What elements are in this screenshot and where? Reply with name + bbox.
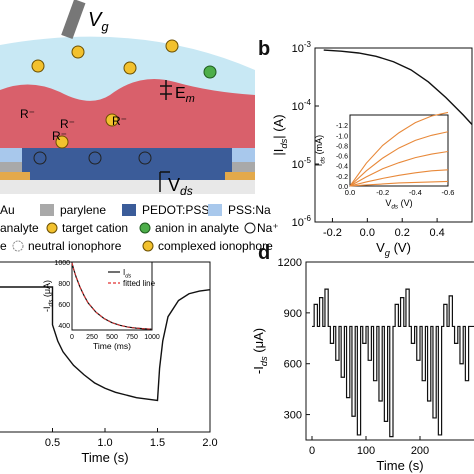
substrate — [0, 180, 255, 194]
x-tick-label-d: 200 — [411, 445, 429, 457]
series-line-c-0 — [0, 286, 211, 402]
au-right — [225, 172, 255, 180]
inset-legend-fit: fitted line — [123, 279, 156, 288]
inset-x-tick-label-b: -0.2 — [376, 188, 389, 197]
inset-y-tick-label-c: 400 — [58, 323, 70, 330]
y-tick-label-b: 10-5 — [292, 156, 312, 171]
x-tick-label-c: 1.0 — [97, 437, 112, 449]
inset-y-tick-label-c: 600 — [58, 302, 70, 309]
inset-y-tick-label-b: -0.6 — [336, 154, 348, 161]
legend-pssna: PSS:Na — [228, 203, 271, 217]
ion-label-3: R⁻ — [60, 117, 75, 131]
x-tick-label-d: 0 — [309, 445, 315, 457]
inset-y-label-c: -Ids (μA) — [42, 280, 55, 312]
inset-series-b-0 — [349, 111, 449, 187]
inset-y-tick-label-b: -1.0 — [336, 133, 348, 140]
series-line-d-0 — [312, 288, 474, 438]
ion-markers — [31, 39, 217, 165]
y-axis-label-d: -Ids (μA) — [251, 328, 269, 374]
legend-target-cation: target cation — [62, 221, 128, 235]
inset-x-tick-label-c: 500 — [106, 334, 118, 341]
x-tick-label-d: 100 — [357, 445, 375, 457]
ion-label-1: R⁻ — [20, 107, 35, 121]
legend-swatch-parylene — [40, 204, 54, 216]
x-tick-label-c: 2.0 — [202, 437, 217, 449]
y-tick-label-b: 10-6 — [292, 214, 312, 229]
y-tick-label-d: 900 — [284, 308, 302, 320]
legend-na: Na⁺ — [257, 221, 279, 235]
legend-pedot: PEDOT:PSS — [142, 203, 209, 217]
inset-series-b-1 — [349, 131, 449, 187]
x-axis-label-d: Time (s) — [376, 458, 423, 473]
ion-selective-membrane — [0, 78, 255, 148]
inset-frame-b — [349, 114, 449, 187]
x-tick-label-c: 0.5 — [45, 437, 60, 449]
series-line-b-0 — [323, 49, 473, 125]
legend-e: e — [0, 239, 7, 253]
x-axis-label-c: Time (s) — [81, 450, 128, 465]
legend-swatch-pssna — [208, 204, 222, 216]
plot-frame-d — [305, 261, 474, 441]
y-tick-label-d: 1200 — [278, 257, 302, 269]
em-label: Em — [175, 85, 195, 105]
inset-series-b-4 — [349, 180, 449, 187]
vg-label: Vg — [88, 9, 109, 34]
x-tick-label-c: 1.5 — [150, 437, 165, 449]
inset-x-tick-label-b: -0.4 — [409, 188, 422, 197]
legend-anion: anion in analyte — [155, 221, 239, 235]
ion-label-2: R⁻ — [52, 129, 67, 143]
inset-y-tick-label-c: 1000 — [54, 260, 70, 267]
gate-electrode — [61, 0, 86, 39]
vds-label: Vds — [168, 175, 193, 198]
inset-x-tick-label-c: 0 — [70, 334, 74, 341]
inset-x-tick-label-c: 1000 — [144, 334, 160, 341]
panel-label-d: d — [258, 242, 271, 264]
legend-analyte: analyte — [0, 221, 39, 235]
legend-au: Au — [0, 203, 15, 217]
inset-x-tick-label-c: 250 — [86, 334, 98, 341]
legend-swatch-pedot — [122, 204, 136, 216]
x-tick-label-b: -0.2 — [323, 227, 342, 239]
au-left — [0, 172, 30, 180]
x-tick-label-b: 0.2 — [395, 227, 410, 239]
y-tick-label-d: 300 — [284, 410, 302, 422]
inset-y-tick-label-b: -0.2 — [336, 174, 348, 181]
legend-neutral-ionophore: neutral ionophore — [28, 239, 122, 253]
inset-y-tick-label-c: 800 — [58, 281, 70, 288]
inset-x-tick-label-b: -0.6 — [442, 188, 455, 197]
inset-x-tick-label-c: 750 — [126, 334, 138, 341]
inset-y-tick-label-b: -1.2 — [336, 123, 348, 130]
inset-x-tick-label-b: 0.0 — [345, 188, 355, 197]
legend-complexed-ionophore: complexed ionophore — [158, 239, 273, 253]
inset-frame-c — [71, 261, 153, 331]
y-axis-label-b: |Ids| (A) — [271, 114, 289, 155]
y-tick-label-d: 600 — [284, 359, 302, 371]
ion-label-4: R⁻ — [112, 114, 127, 128]
y-tick-label-b: 10-4 — [292, 98, 312, 113]
x-tick-label-b: 0.0 — [360, 227, 375, 239]
x-tick-label-b: 0.4 — [429, 227, 444, 239]
inset-x-label-c: Time (ms) — [93, 341, 131, 351]
x-axis-label-b: Vg (V) — [376, 240, 411, 258]
inset-series-b-3 — [349, 169, 449, 187]
y-tick-label-b: 10-3 — [292, 40, 312, 55]
legend-parylene: parylene — [60, 203, 106, 217]
inset-legend-ids: Ids — [123, 268, 131, 279]
inset-y-tick-label-b: 0.0 — [338, 184, 348, 191]
plot-frame-b — [314, 47, 473, 223]
inset-y-label-b: Ids (mA) — [314, 135, 327, 166]
schematic-legend: Au parylene PEDOT:PSS PSS:Na analyte tar… — [0, 203, 279, 253]
inset-series-b-2 — [349, 150, 449, 187]
inset-y-tick-label-b: -0.4 — [336, 164, 348, 171]
panel-label-b: b — [258, 38, 271, 60]
inset-y-tick-label-b: -0.8 — [336, 143, 348, 150]
pedot-layer — [22, 148, 232, 180]
inset-x-label-b: Vds (V) — [385, 198, 412, 211]
inset-fit-line-c — [71, 262, 153, 330]
